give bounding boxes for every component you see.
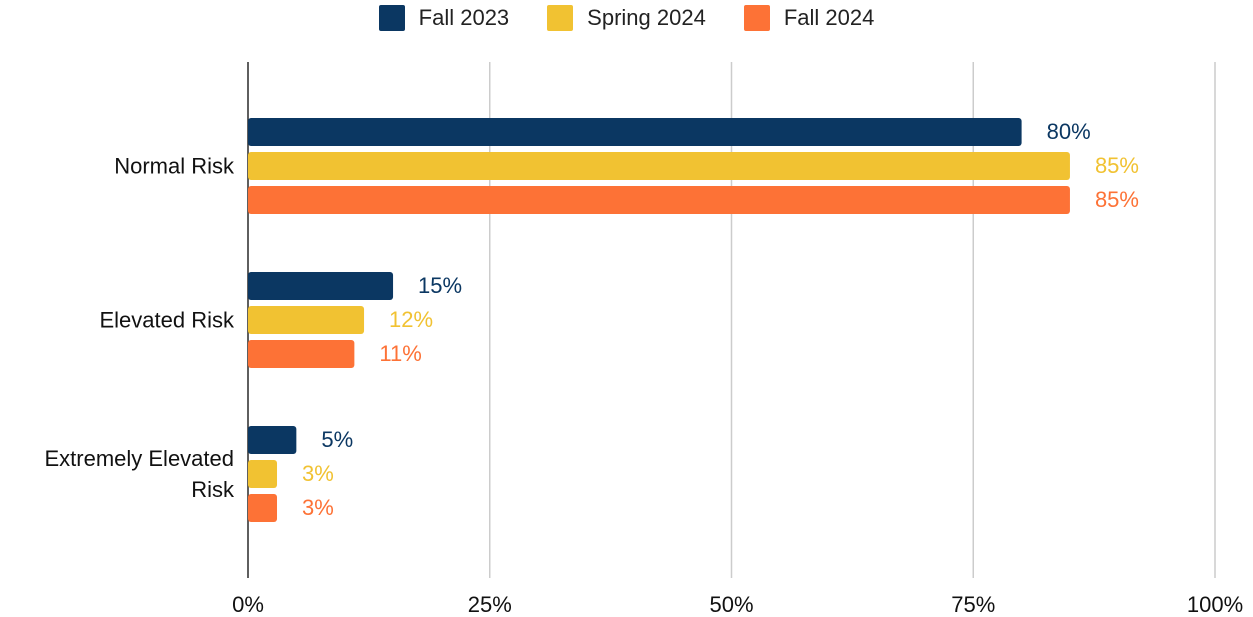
value-label: 3% [302, 461, 334, 486]
legend-item: Spring 2024 [547, 4, 706, 32]
bar [248, 306, 365, 334]
x-tick-label: 0% [232, 592, 264, 617]
legend-swatch [547, 5, 574, 31]
x-tick-label: 50% [709, 592, 753, 617]
value-label: 85% [1095, 153, 1139, 178]
value-label: 5% [321, 427, 353, 452]
value-label: 80% [1047, 119, 1091, 144]
bar [248, 340, 355, 368]
value-label: 3% [302, 495, 334, 520]
value-label: 85% [1095, 187, 1139, 212]
legend-label: Spring 2024 [587, 5, 706, 30]
bar [248, 186, 1070, 214]
legend-label: Fall 2024 [783, 5, 875, 30]
bar [248, 426, 297, 454]
value-label: 12% [389, 307, 433, 332]
bar [248, 152, 1070, 180]
x-tick-label: 25% [468, 592, 512, 617]
y-tick-label: Elevated Risk [99, 307, 234, 333]
x-tick-label: 100% [1187, 592, 1243, 617]
bar [248, 118, 1022, 146]
bar [248, 494, 278, 522]
legend-swatch [743, 5, 770, 31]
legend: Fall 2023 Spring 2024 Fall 2024 [0, 4, 1253, 32]
x-tick-label: 75% [951, 592, 995, 617]
bar [248, 460, 278, 488]
y-tick-label: Extremely Elevated Risk [44, 446, 234, 502]
legend-swatch [378, 5, 405, 31]
bar [248, 272, 394, 300]
value-label: 11% [379, 341, 421, 366]
legend-item: Fall 2024 [743, 4, 875, 32]
value-label: 15% [418, 273, 462, 298]
legend-label: Fall 2023 [418, 5, 510, 30]
y-tick-label: Normal Risk [114, 153, 234, 179]
legend-item: Fall 2023 [378, 4, 510, 32]
